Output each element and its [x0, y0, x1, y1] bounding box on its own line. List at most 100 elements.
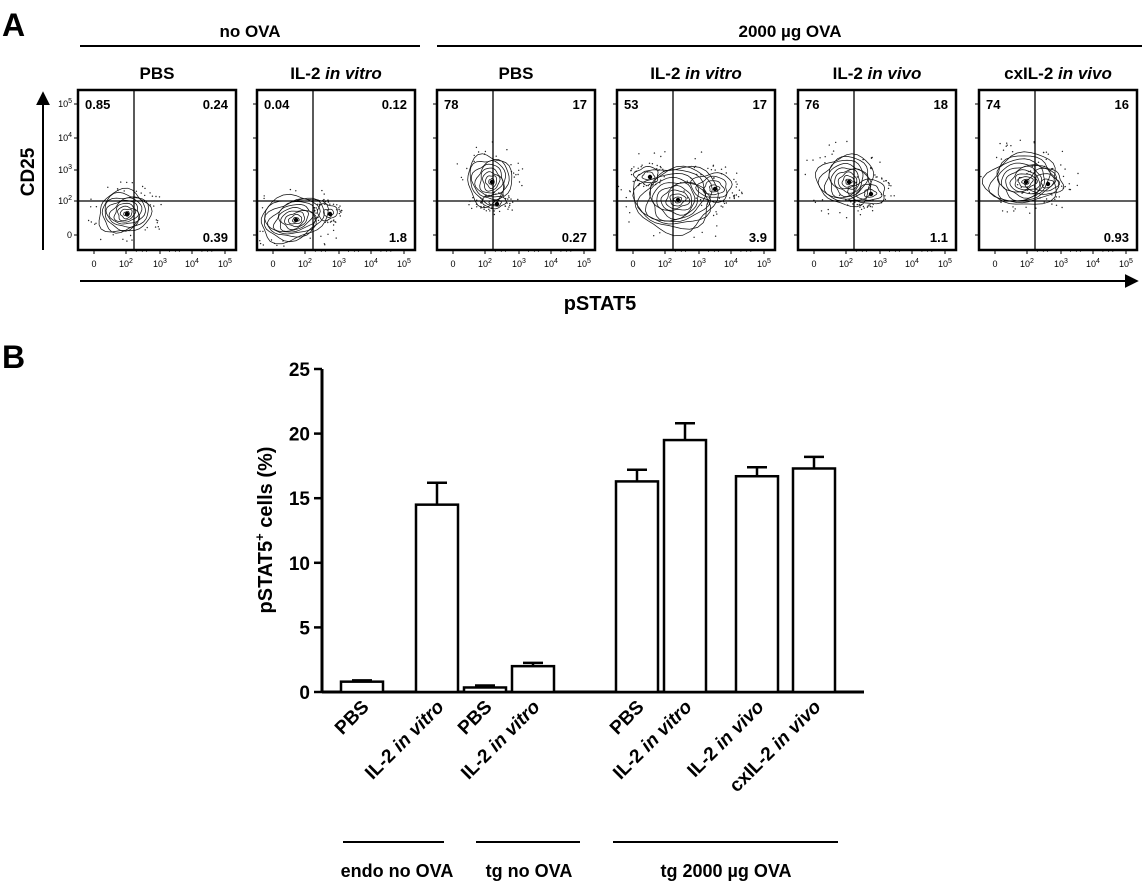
event-dot: [969, 171, 970, 172]
x-tick-label: 103: [332, 258, 346, 269]
flow-plot: PBS 78 17 0.27 0 102 103 104 105: [433, 64, 597, 269]
event-dot: [659, 179, 662, 181]
contour-group: [456, 141, 524, 216]
contour-line: [105, 197, 143, 228]
event-dot: [483, 205, 485, 208]
contour-group: [251, 188, 343, 250]
contour-line: [855, 183, 883, 201]
x-tick-label: 0: [270, 259, 275, 269]
event-dot: [1012, 206, 1014, 208]
event-dot: [638, 153, 640, 155]
event-dot: [1006, 144, 1008, 146]
quadrant-upper-left: 53: [624, 97, 638, 112]
event-dot: [1069, 188, 1072, 191]
event-dot: [890, 185, 892, 187]
event-dot: [862, 205, 865, 208]
event-dot: [340, 211, 342, 213]
event-dot: [660, 155, 662, 158]
event-dot: [720, 205, 722, 207]
event-dot: [645, 184, 648, 187]
event-dot: [120, 181, 122, 183]
event-dot: [1076, 184, 1079, 187]
event-dot: [653, 235, 655, 237]
event-dot: [112, 234, 114, 236]
event-dot: [476, 206, 478, 208]
event-dot: [94, 223, 96, 225]
quadrant-upper-right: 16: [1115, 97, 1129, 112]
event-dot: [146, 226, 148, 229]
event-dot: [890, 195, 892, 197]
bar-category-label: PBS: [606, 697, 648, 739]
event-dot: [700, 151, 703, 153]
event-dot: [90, 221, 93, 223]
pstat5-axis-label: pSTAT5: [564, 293, 637, 315]
event-dot: [515, 174, 517, 176]
flow-plot-title: cxIL-2 in vivo: [1004, 64, 1112, 83]
event-dot: [251, 228, 252, 229]
event-dot: [330, 220, 333, 222]
event-dot: [827, 213, 830, 215]
event-dot: [1051, 194, 1053, 196]
bar-y-tick-label: 20: [289, 425, 310, 446]
event-dot: [995, 156, 998, 159]
event-dot: [824, 162, 826, 164]
cd25-axis-label: CD25: [18, 147, 39, 196]
event-dot: [1068, 183, 1071, 185]
event-dot: [90, 206, 92, 208]
event-dot: [87, 219, 90, 222]
event-dot: [884, 198, 887, 201]
contour-line: [316, 203, 338, 222]
event-dot: [160, 203, 162, 206]
flow-plot-title: IL-2 in vivo: [833, 64, 922, 83]
event-dot: [879, 161, 881, 163]
event-dot: [735, 194, 738, 196]
event-dot: [512, 201, 514, 203]
event-dot: [695, 197, 697, 199]
event-dot: [1016, 184, 1019, 186]
event-dot: [320, 235, 322, 237]
event-dot: [334, 221, 336, 223]
event-dot: [1006, 211, 1008, 213]
contour-line: [482, 171, 501, 192]
event-dot: [614, 218, 615, 219]
event-dot: [641, 164, 643, 166]
contour-core: [494, 201, 500, 207]
event-dot: [893, 195, 895, 197]
contour-line: [1014, 173, 1038, 191]
x-tick-label: 102: [839, 258, 853, 269]
event-dot: [714, 169, 716, 171]
event-dot: [252, 218, 253, 219]
flow-plot-title: IL-2 in vitro: [290, 64, 382, 83]
quadrant-upper-right: 18: [934, 97, 948, 112]
event-dot: [831, 153, 833, 155]
event-dot: [871, 206, 873, 208]
event-dot: [135, 190, 138, 192]
event-dot: [491, 206, 493, 208]
event-dot: [126, 181, 128, 184]
event-dot: [283, 245, 285, 247]
bar-y-tick-label: 5: [299, 618, 310, 639]
group-label: tg 2000 µg OVA: [660, 861, 791, 881]
x-tick-label: 104: [905, 258, 919, 269]
event-dot: [157, 226, 159, 228]
event-dot: [887, 187, 890, 190]
event-dot: [507, 198, 509, 200]
event-dot: [123, 190, 125, 192]
event-dot: [869, 205, 872, 208]
event-dot: [729, 197, 731, 199]
event-dot: [1031, 165, 1034, 167]
event-dot: [517, 198, 519, 201]
y-tick-label: 103: [58, 164, 72, 175]
quadrant-upper-left: 0.04: [264, 97, 290, 112]
event-dot: [263, 197, 265, 200]
event-dot: [1055, 196, 1058, 198]
bar-category-label: PBS: [331, 697, 373, 739]
event-dot: [144, 187, 146, 190]
event-dot: [1025, 206, 1027, 208]
event-dot: [512, 172, 515, 174]
event-dot: [859, 214, 862, 216]
event-dot: [966, 183, 967, 184]
contour-line: [482, 196, 507, 210]
event-dot: [733, 197, 735, 200]
event-dot: [270, 239, 273, 241]
